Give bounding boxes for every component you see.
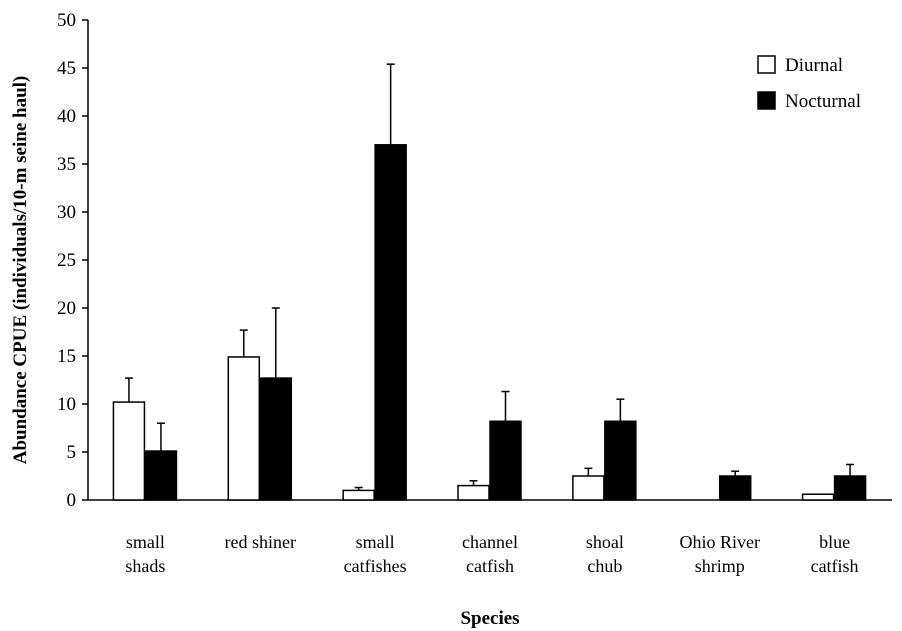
y-axis-title: Abundance CPUE (individuals/10-m seine h…: [10, 76, 31, 465]
x-category-label-line: catfishes: [344, 556, 407, 576]
x-category-label-line: chub: [587, 556, 622, 576]
x-category-label: shoal chub: [586, 532, 624, 576]
bar-nocturnal: [718, 475, 752, 501]
y-tick-label: 45: [57, 58, 76, 79]
legend-swatch-diurnal: [757, 55, 776, 74]
x-category-label-line: channel: [462, 532, 518, 552]
y-tick-label: 30: [57, 202, 76, 223]
bar-nocturnal: [374, 144, 407, 501]
bar-nocturnal: [604, 420, 637, 501]
y-tick-label: 25: [57, 250, 76, 271]
bar-diurnal: [801, 493, 835, 501]
x-category-label-line: catfish: [466, 556, 514, 576]
x-category-label-line: shoal: [586, 532, 624, 552]
bars: [112, 144, 867, 501]
legend-label-nocturnal: Nocturnal: [785, 91, 861, 112]
y-tick-label: 10: [57, 394, 76, 415]
bar-diurnal: [227, 356, 261, 501]
x-category-label: red shiner: [225, 532, 296, 552]
legend: Diurnal Nocturnal: [757, 55, 861, 112]
bar-diurnal: [572, 475, 605, 501]
x-category-label-line: small: [126, 532, 165, 552]
x-category-label-line: shads: [125, 556, 165, 576]
category-labels: small shads red shiner small catfishes channe…: [125, 532, 858, 576]
y-axis: 0 5 10 15 20 25 30 35 40 45 50: [57, 10, 89, 511]
x-category-label-line: blue: [819, 532, 850, 552]
y-tick-label: 5: [67, 442, 77, 463]
x-category-label-line: red shiner: [225, 532, 296, 552]
x-category-label-line: small: [356, 532, 395, 552]
x-category-label: blue catfish: [811, 532, 859, 576]
legend-label-diurnal: Diurnal: [785, 55, 843, 76]
x-category-label-line: shrimp: [695, 556, 745, 576]
bar-nocturnal: [144, 450, 178, 501]
x-category-label-line: catfish: [811, 556, 859, 576]
bar-nocturnal: [259, 377, 293, 501]
bar-diurnal: [457, 484, 490, 501]
x-axis-title: Species: [460, 608, 519, 629]
x-category-label: channel catfish: [462, 532, 518, 576]
bar-nocturnal: [489, 420, 522, 501]
y-tick-label: 15: [57, 346, 76, 367]
x-category-label: small catfishes: [344, 532, 407, 576]
bar-nocturnal: [833, 475, 867, 501]
error-bars: [124, 63, 855, 491]
y-tick-label: 20: [57, 298, 76, 319]
legend-swatch-nocturnal: [757, 91, 776, 110]
bar-diurnal: [112, 401, 146, 501]
y-tick-label: 50: [57, 10, 76, 31]
x-category-label: small shads: [125, 532, 165, 576]
bar-diurnal: [342, 489, 375, 501]
y-tick-label: 40: [57, 106, 76, 127]
x-category-label-line: Ohio River: [679, 532, 760, 552]
x-category-label: Ohio River shrimp: [679, 532, 760, 576]
y-tick-label: 0: [67, 490, 77, 511]
y-tick-label: 35: [57, 154, 76, 175]
